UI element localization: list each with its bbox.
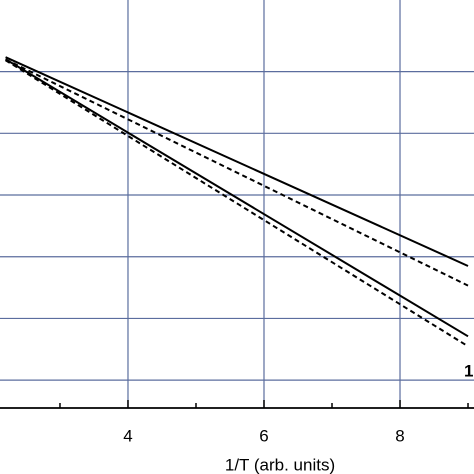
- x-tick-label: 8: [395, 426, 404, 445]
- x-tick-label: 4: [123, 426, 132, 445]
- series-line: [5, 58, 469, 338]
- series-line: [5, 56, 469, 267]
- x-tick-label: 6: [259, 426, 268, 445]
- x-axis-label: 1/T (arb. units): [225, 455, 335, 474]
- annotation: 1: [464, 361, 473, 380]
- series-line: [5, 58, 469, 287]
- series-line: [5, 59, 469, 348]
